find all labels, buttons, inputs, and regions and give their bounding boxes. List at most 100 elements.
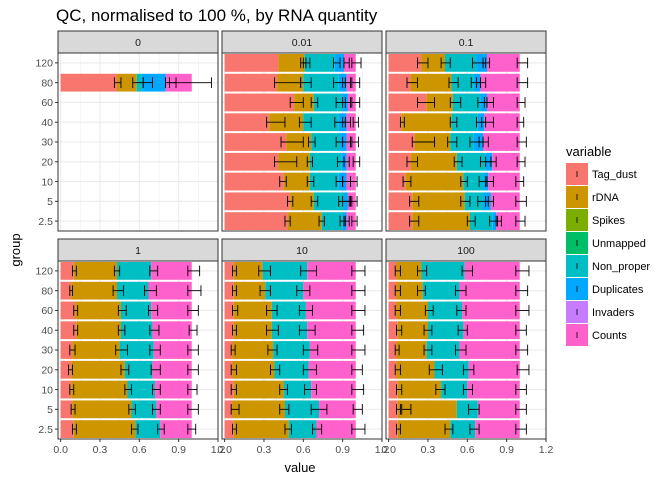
stacked-bar-5 <box>60 400 199 419</box>
stacked-bar-5 <box>224 192 358 211</box>
error-bar-counts <box>351 215 358 227</box>
legend-item-rdna: rDNA <box>566 186 620 208</box>
error-bar-rdna <box>120 364 130 376</box>
bar-segment-counts <box>463 321 520 340</box>
error-bar-rdna <box>428 364 443 376</box>
bar-segment-tag_dust <box>224 301 234 320</box>
error-bar-tag_dust <box>69 384 75 395</box>
error-bar-tag_dust <box>396 384 403 395</box>
error-bar-rdna <box>424 305 434 316</box>
bar-segment-non_proper <box>131 400 157 419</box>
bar-segment-non_proper <box>120 301 152 320</box>
error-bar-non_proper <box>151 403 161 415</box>
facet-strip-label: 0 <box>135 37 141 49</box>
y-tick-label: 5 <box>47 404 53 416</box>
error-bar-duplicates <box>481 116 494 128</box>
bar-segment-tag_dust <box>388 113 402 132</box>
error-bar-rdna <box>308 136 316 148</box>
bar-segment-counts <box>483 133 520 151</box>
bar-segment-non_proper <box>422 281 460 300</box>
x-tick-label: 0.3 <box>257 444 272 456</box>
bar-segment-tag_dust <box>60 261 74 280</box>
error-bar-rdna <box>124 384 132 395</box>
error-bar-counts <box>515 195 527 207</box>
error-bar-non_proper <box>468 403 480 415</box>
x-tick-label: 0.6 <box>296 444 311 456</box>
bar-segment-counts <box>305 301 356 320</box>
error-bar-counts <box>515 265 530 277</box>
bar-segment-counts <box>346 133 356 151</box>
error-bar-non_proper <box>150 364 161 376</box>
error-bar-counts <box>516 57 529 69</box>
bar-segment-tag_dust <box>224 73 278 92</box>
error-bar-counts <box>350 176 358 187</box>
error-bar-rdna <box>306 156 313 168</box>
bar-segment-rdna <box>73 420 136 439</box>
error-bar-counts <box>351 57 362 69</box>
error-bar-rdna <box>417 265 428 277</box>
x-tick-label: 0.6 <box>460 444 475 456</box>
bar-segment-rdna <box>72 400 132 419</box>
bar-segment-tag_dust <box>60 281 72 300</box>
error-bar-rdna <box>270 364 281 376</box>
error-bar-rdna <box>466 215 476 227</box>
error-bar-tag_dust <box>284 215 291 227</box>
bar-segment-counts <box>488 172 520 191</box>
error-bar-non_proper <box>298 324 316 336</box>
bar-segment-counts <box>346 73 356 92</box>
error-bar-non_proper <box>157 423 165 435</box>
error-bar-rdna <box>117 324 126 336</box>
stacked-bar-10 <box>224 172 358 191</box>
stacked-bar-20 <box>224 360 363 379</box>
bar-segment-rdna <box>269 113 304 132</box>
bar-segment-counts <box>155 380 192 399</box>
error-bar-counts <box>515 384 527 395</box>
y-tick-label: 20 <box>41 156 53 168</box>
bar-segment-rdna <box>287 212 322 231</box>
bar-segment-non_proper <box>120 321 153 340</box>
bar-segment-counts <box>475 420 520 439</box>
bar-segment-counts <box>492 152 520 171</box>
facet-strip-label: 10 <box>296 245 308 257</box>
bar-segment-non_proper <box>321 212 343 231</box>
bar-segment-non_proper <box>313 192 344 211</box>
stacked-bar-120 <box>224 261 366 280</box>
y-tick-label: 40 <box>41 325 53 337</box>
error-bar-rdna <box>310 97 319 108</box>
error-bar-counts <box>351 364 363 376</box>
error-bar-rdna <box>298 116 312 128</box>
bar-segment-non_proper <box>427 301 463 320</box>
error-bar-duplicates <box>478 136 489 148</box>
bar-segment-rdna <box>412 192 465 211</box>
error-bar-duplicates <box>343 156 350 168</box>
error-bar-rdna <box>279 403 290 415</box>
error-bar-counts <box>515 423 527 435</box>
x-tick-label: 0.3 <box>93 444 108 456</box>
bar-segment-non_proper <box>450 133 474 151</box>
error-bar-counts <box>187 344 199 356</box>
error-bar-rdna <box>423 344 433 356</box>
facet-panel-0: 0 2.5 5 10 20 30 40 60 80 120 <box>35 30 219 232</box>
bar-segment-tag_dust <box>224 400 233 419</box>
bar-segment-non_proper <box>451 113 478 132</box>
error-bar-counts <box>350 195 358 207</box>
legend-label: Counts <box>592 330 627 342</box>
bar-segment-counts <box>151 301 192 320</box>
error-bar-tag_dust <box>68 364 73 376</box>
legend-label: Spikes <box>592 215 626 227</box>
error-bar-tag_dust <box>232 324 237 336</box>
error-bar-rdna <box>449 97 462 108</box>
error-bar-rdna <box>453 156 463 168</box>
bar-segment-rdna <box>233 380 284 399</box>
error-bar-tag_dust <box>280 136 304 148</box>
bar-segment-non_proper <box>284 400 320 419</box>
error-bar-duplicates <box>482 57 491 69</box>
x-tick-label: 1.2 <box>375 444 390 456</box>
y-tick-label: 2.5 <box>38 424 53 436</box>
y-tick-label: 2.5 <box>38 216 53 228</box>
error-bar-rdna <box>117 305 127 316</box>
error-bar-rdna <box>318 215 325 227</box>
bar-segment-tag_dust <box>224 420 234 439</box>
error-bar-tag_dust <box>73 324 79 336</box>
bar-segment-counts <box>152 360 192 379</box>
